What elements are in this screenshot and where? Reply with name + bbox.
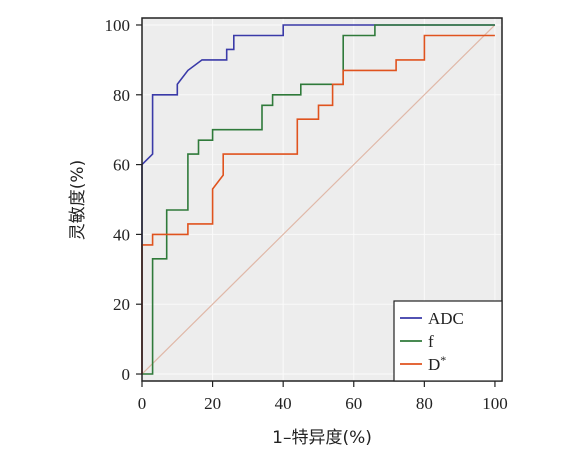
- x-tick-label: 20: [204, 394, 221, 413]
- x-tick-label: 60: [345, 394, 362, 413]
- x-tick-label: 0: [138, 394, 147, 413]
- y-axis-title: 灵敏度(%): [68, 160, 88, 240]
- diagonal-reference-line: [141, 24, 496, 375]
- y-tick-label: 100: [105, 16, 131, 35]
- y-tick-label: 40: [113, 225, 130, 244]
- x-tick-label: 80: [416, 394, 433, 413]
- x-axis-title: 1–特异度(%): [272, 428, 372, 448]
- ticks: 0 20 40 60 80 100 0 20 40 60 80 100: [105, 16, 508, 413]
- y-tick-label: 20: [113, 295, 130, 314]
- y-tick-label: 60: [113, 156, 130, 175]
- legend-label-f: f: [428, 332, 434, 351]
- x-tick-label: 40: [275, 394, 292, 413]
- y-tick-label: 0: [122, 365, 131, 384]
- y-tick-label: 80: [113, 86, 130, 105]
- plot-border: [141, 17, 503, 382]
- x-tick-label: 100: [482, 394, 508, 413]
- series-line-adc: [141, 24, 495, 374]
- legend-label-adc: ADC: [428, 309, 464, 328]
- series-line-d: [141, 34, 495, 374]
- series-layer: [141, 24, 496, 375]
